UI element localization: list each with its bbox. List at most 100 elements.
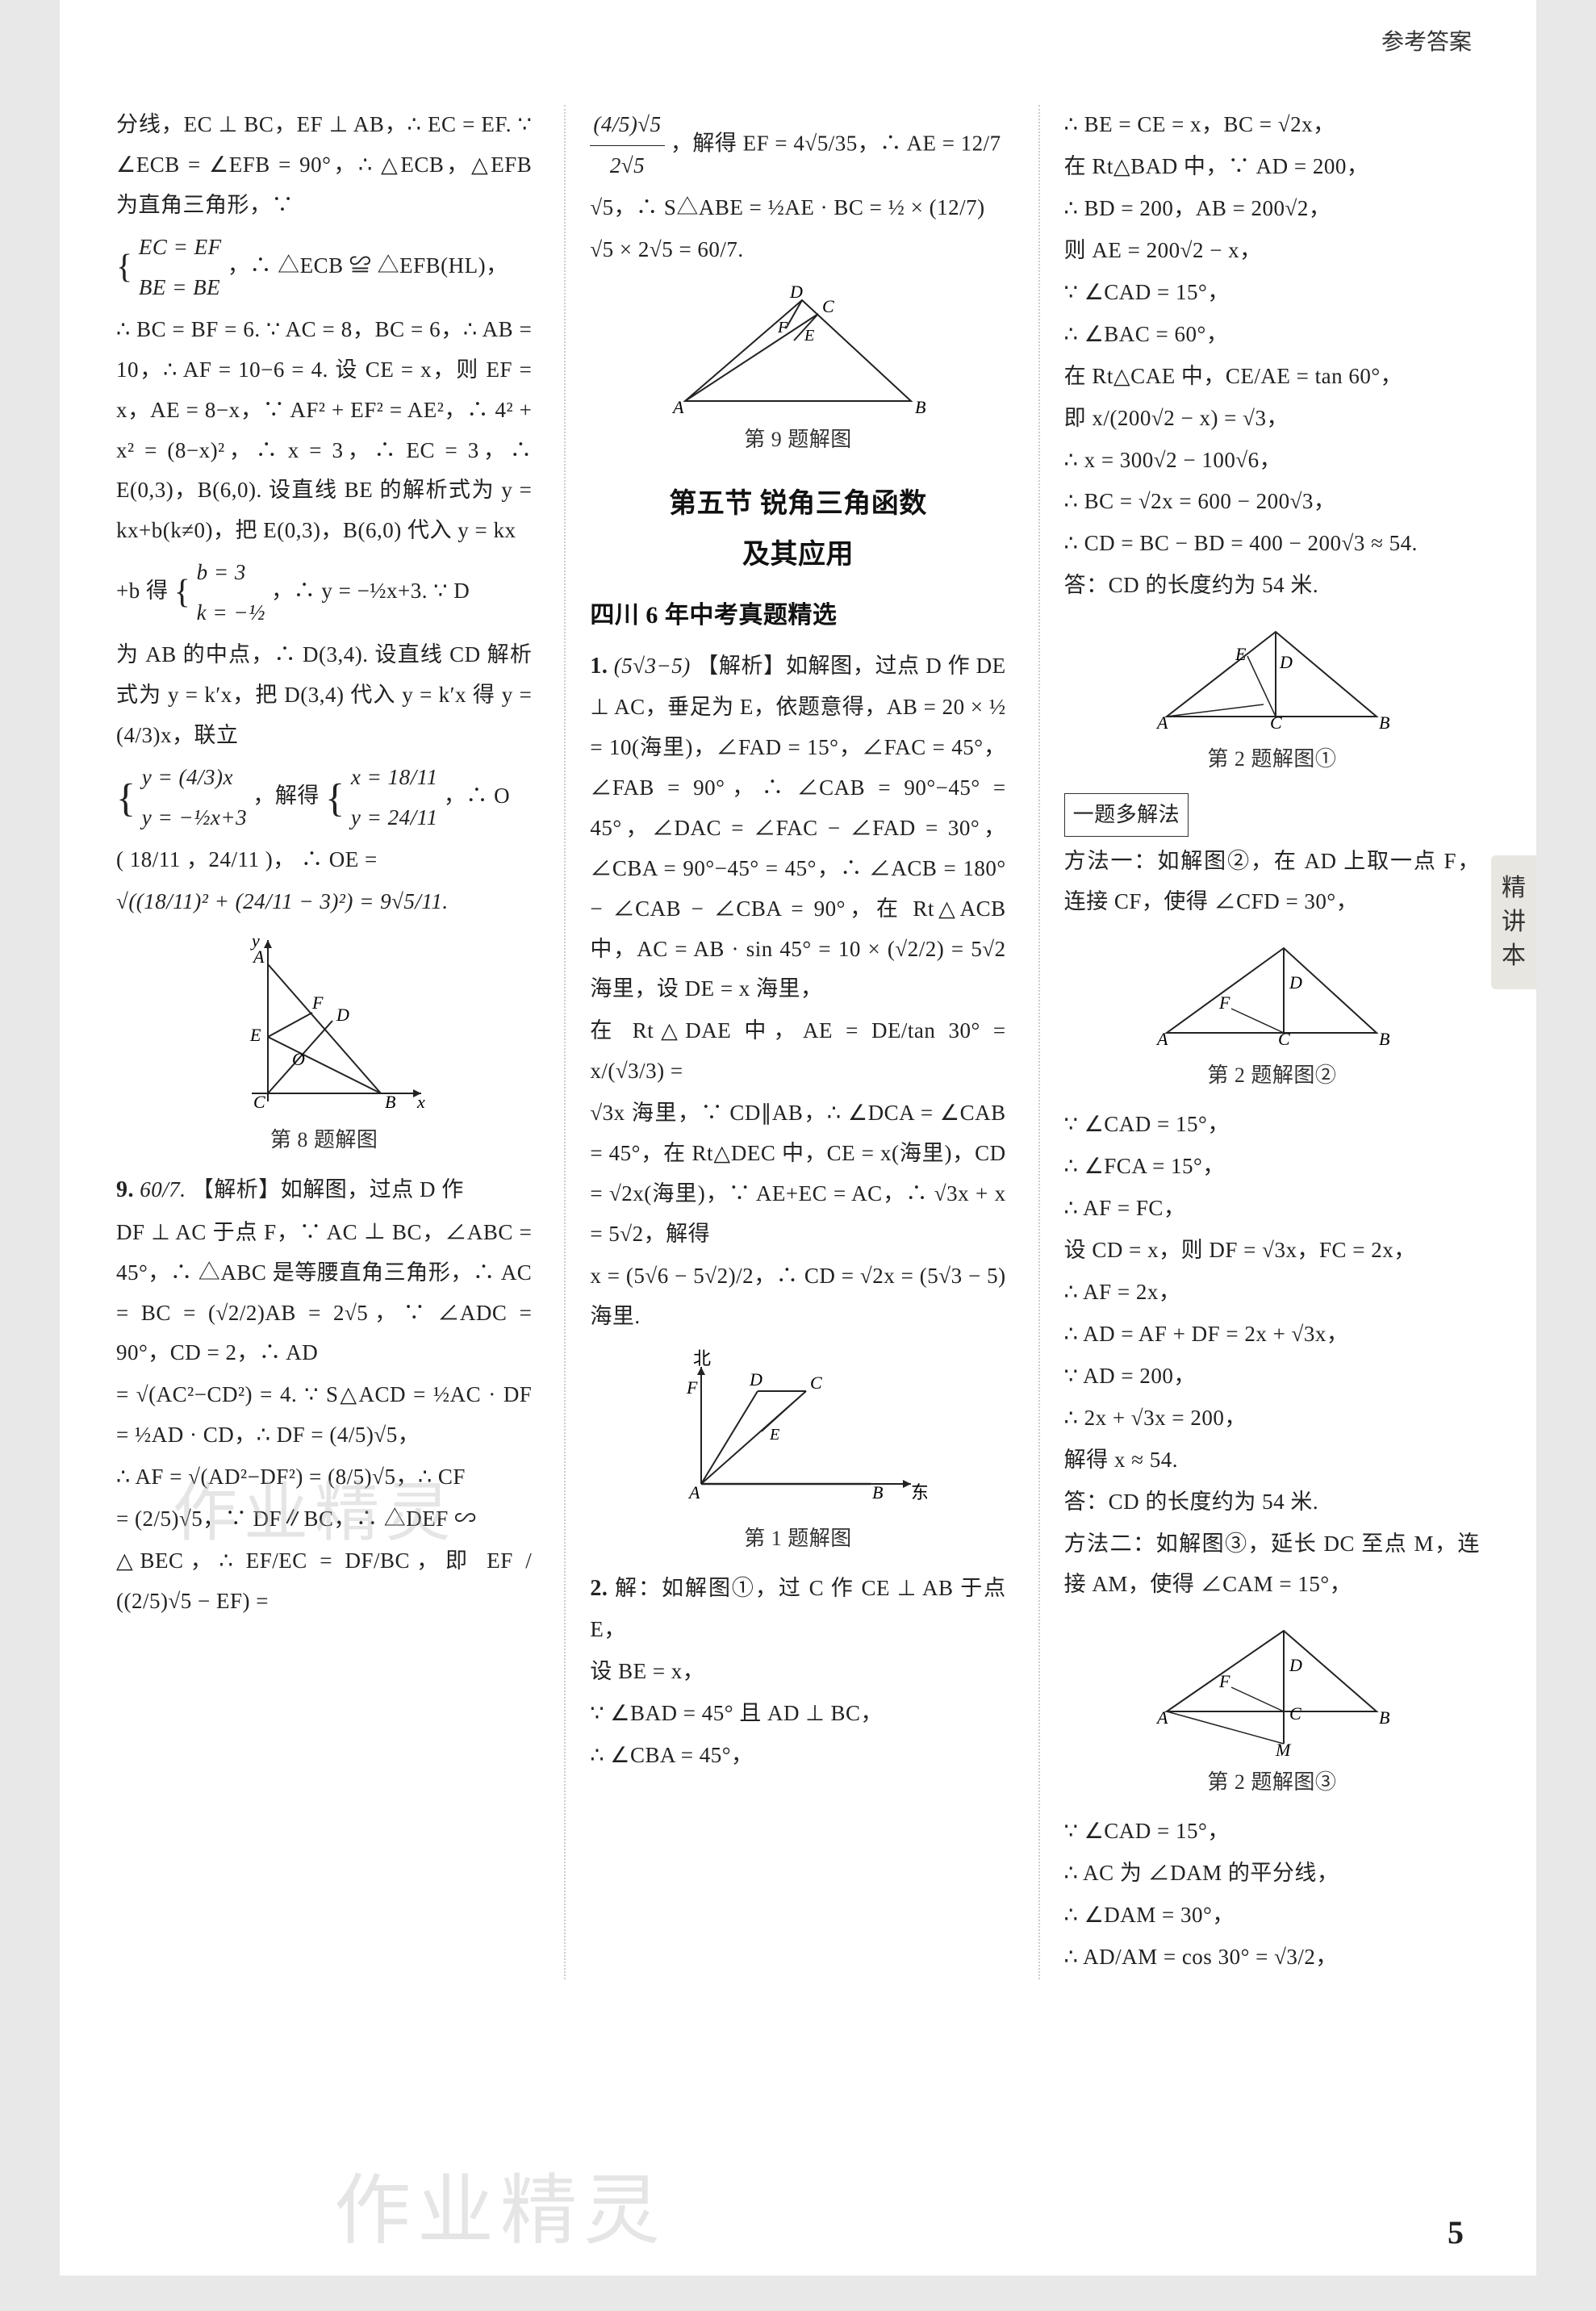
figure-8-svg: A B C D E F O x y (219, 932, 429, 1118)
c3-p5: ∵ ∠CAD = 15°， (1064, 273, 1480, 313)
figure-1: A B C D E F 北 东 第 1 题解图 (590, 1347, 1005, 1558)
column-container: 分线，EC ⊥ BC，EF ⊥ AB，∴ EC = EF. ∵ ∠ECB = ∠… (116, 105, 1480, 1979)
svg-text:C: C (253, 1092, 265, 1112)
c1-q9: 9. 60/7. 【解析】如解图，过点 D 作 (116, 1169, 532, 1211)
page-number: 5 (1448, 2213, 1464, 2251)
c2-q1-p2: 在 Rt△DAE 中，AE = DE/tan 30° = x/(√3/3) = (590, 1011, 1005, 1092)
c3-p4: 则 AE = 200√2 − x， (1064, 231, 1480, 271)
c3-m1-p8: ∵ AD = 200， (1064, 1356, 1480, 1397)
c3-m1-p7: ∴ AD = AF + DF = 2x + √3x， (1064, 1314, 1480, 1355)
svg-text:E: E (1235, 644, 1247, 664)
figure-2a-caption: 第 2 题解图① (1064, 740, 1480, 779)
c3-m2-p5: ∴ AD/AM = cos 30° = √3/2， (1064, 1937, 1480, 1978)
c1-q9-p1: DF ⊥ AC 于点 F，∵ AC ⊥ BC，∠ABC = 45°，∴ △ABC… (116, 1213, 532, 1374)
svg-text:F: F (777, 319, 788, 336)
figure-2a: A B C D E 第 2 题解图① (1064, 616, 1480, 779)
svg-text:F: F (686, 1377, 698, 1398)
svg-text:B: B (915, 397, 926, 417)
svg-text:M: M (1275, 1740, 1292, 1760)
svg-text:D: D (336, 1005, 349, 1025)
svg-text:A: A (1155, 1707, 1168, 1728)
c3-p2: 在 Rt△BAD 中，∵ AD = 200， (1064, 147, 1480, 187)
svg-text:北: 北 (693, 1348, 712, 1369)
svg-text:C: C (1289, 1703, 1301, 1724)
svg-text:E: E (249, 1025, 261, 1045)
c3-m1-p11: 答：CD 的长度约为 54 米. (1064, 1482, 1480, 1523)
c1-p6: { y = (4/3)x y = −½x+3 ，解得 { x = 18/11 y… (116, 758, 532, 838)
c3-m1-p4: ∴ AF = FC， (1064, 1189, 1480, 1229)
svg-text:A: A (1155, 713, 1168, 733)
c3-m1-p1: 方法一：如解图②，在 AD 上取一点 F，连接 CF，使得 ∠CFD = 30°… (1064, 842, 1480, 922)
figure-9-svg: A B C D E F (661, 280, 935, 417)
svg-text:D: D (789, 282, 803, 302)
svg-text:D: D (1289, 972, 1302, 993)
c1-p8: √((18/11)² + (24/11 − 3)²) = 9√5/11. (116, 882, 532, 922)
c3-p1: ∴ BE = CE = x，BC = √2x， (1064, 105, 1480, 145)
figure-2a-svg: A B C D E (1151, 616, 1393, 737)
c1-q9-p5: △BEC，∴ EF/EC = DF/BC，即 EF / ((2/5)√5 − E… (116, 1541, 532, 1622)
c3-p12: 答：CD 的长度约为 54 米. (1064, 566, 1480, 606)
c3-m2-p4: ∴ ∠DAM = 30°， (1064, 1895, 1480, 1936)
svg-text:E: E (804, 327, 815, 345)
svg-text:B: B (1379, 1029, 1390, 1049)
c3-p3: ∴ BD = 200，AB = 200√2， (1064, 189, 1480, 229)
svg-text:F: F (1218, 993, 1230, 1013)
c3-m2-p3: ∴ AC 为 ∠DAM 的平分线， (1064, 1853, 1480, 1894)
svg-text:B: B (1379, 713, 1390, 733)
c3-m2-p2: ∵ ∠CAD = 15°， (1064, 1812, 1480, 1852)
figure-2c: A B C D F M 第 2 题解图③ (1064, 1615, 1480, 1802)
c1-p7: ( 18/11 ，24/11 )， ∴ OE = (116, 840, 532, 880)
c3-p10: ∴ BC = √2x = 600 − 200√3， (1064, 482, 1480, 522)
c2-q1: 1. (5√3−5) 【解析】如解图，过点 D 作 DE ⊥ AC，垂足为 E，… (590, 646, 1005, 1009)
svg-text:E: E (769, 1426, 780, 1444)
c2-q2-p3: ∴ ∠CBA = 45°， (590, 1736, 1005, 1776)
header-answer-key: 参考答案 (1381, 24, 1472, 56)
c3-m1-p6: ∴ AF = 2x， (1064, 1273, 1480, 1313)
c2-p2: √5，∴ S△ABE = ½AE · BC = ½ × (12/7) (590, 188, 1005, 228)
c3-p11: ∴ CD = BC − BD = 400 − 200√3 ≈ 54. (1064, 524, 1480, 564)
watermark-2: 作业精灵 (334, 2149, 666, 2259)
c1-p2: { EC = EF BE = BE ，∴ △ECB ≌ △EFB(HL)， (116, 228, 532, 308)
c2-p1: (4/5)√52√5 ，解得 EF = 4√5/35，∴ AE = 12/7 (590, 105, 1005, 186)
figure-8: A B C D E F O x y 第 8 题解图 (116, 932, 532, 1160)
c1-p4: +b 得 { b = 3 k = −½ ，∴ y = −½x+3. ∵ D (116, 553, 532, 633)
svg-text:F: F (311, 993, 324, 1013)
svg-text:C: C (810, 1373, 822, 1393)
c3-p7: 在 Rt△CAE 中，CE/AE = tan 60°， (1064, 357, 1480, 397)
svg-text:B: B (872, 1482, 884, 1502)
svg-text:A: A (671, 397, 684, 417)
svg-text:C: C (1270, 713, 1282, 733)
figure-2c-caption: 第 2 题解图③ (1064, 1763, 1480, 1802)
method-box: 一题多解法 (1064, 793, 1189, 837)
c3-m1-p10: 解得 x ≈ 54. (1064, 1440, 1480, 1481)
figure-2b-caption: 第 2 题解图② (1064, 1056, 1480, 1095)
c3-m1-p2: ∵ ∠CAD = 15°， (1064, 1105, 1480, 1145)
side-tab: 精讲本 (1491, 855, 1536, 989)
subsection-title: 四川 6 年中考真题精选 (590, 593, 1005, 638)
c1-p1: 分线，EC ⊥ BC，EF ⊥ AB，∴ EC = EF. ∵ ∠ECB = ∠… (116, 105, 532, 226)
figure-2c-svg: A B C D F M (1151, 1615, 1393, 1760)
c3-p9: ∴ x = 300√2 − 100√6， (1064, 441, 1480, 481)
page: 参考答案 精讲本 分线，EC ⊥ BC，EF ⊥ AB，∴ EC = EF. ∵… (60, 0, 1536, 2275)
figure-1-svg: A B C D E F 北 东 (669, 1347, 927, 1516)
c3-m1-p9: ∴ 2x + √3x = 200， (1064, 1398, 1480, 1439)
c1-q9-p2: = √(AC²−CD²) = 4. ∵ S△ACD = ½AC · DF = ½… (116, 1375, 532, 1456)
figure-8-caption: 第 8 题解图 (116, 1121, 532, 1160)
figure-9-caption: 第 9 题解图 (590, 420, 1005, 459)
figure-2b-svg: A B C D F (1151, 932, 1393, 1053)
c3-m2-p1: 方法二：如解图③，延长 DC 至点 M，连接 AM，使得 ∠CAM = 15°， (1064, 1524, 1480, 1605)
column-3: ∴ BE = CE = x，BC = √2x， 在 Rt△BAD 中，∵ AD … (1038, 105, 1480, 1979)
c1-q9-p3: ∴ AF = √(AD²−DF²) = (8/5)√5，∴ CF (116, 1457, 532, 1498)
c2-q1-p4: x = (5√6 − 5√2)/2，∴ CD = √2x = (5√3 − 5)… (590, 1256, 1005, 1337)
svg-text:y: y (250, 932, 260, 951)
svg-text:x: x (416, 1092, 425, 1112)
c3-p8: 即 x/(200√2 − x) = √3， (1064, 399, 1480, 439)
svg-text:D: D (1279, 652, 1293, 672)
figure-2b: A B C D F 第 2 题解图② (1064, 932, 1480, 1095)
c2-p3: √5 × 2√5 = 60/7. (590, 230, 1005, 270)
c1-p5: 为 AB 的中点，∴ D(3,4). 设直线 CD 解析式为 y = k′x，把… (116, 635, 532, 756)
c3-m1-p3: ∴ ∠FCA = 15°， (1064, 1147, 1480, 1187)
c1-p3: ∴ BC = BF = 6. ∵ AC = 8，BC = 6，∴ AB = 10… (116, 310, 532, 552)
column-2: (4/5)√52√5 ，解得 EF = 4√5/35，∴ AE = 12/7 √… (564, 105, 1005, 1979)
section-title: 第五节 锐角三角函数 及其应用 (590, 479, 1005, 581)
